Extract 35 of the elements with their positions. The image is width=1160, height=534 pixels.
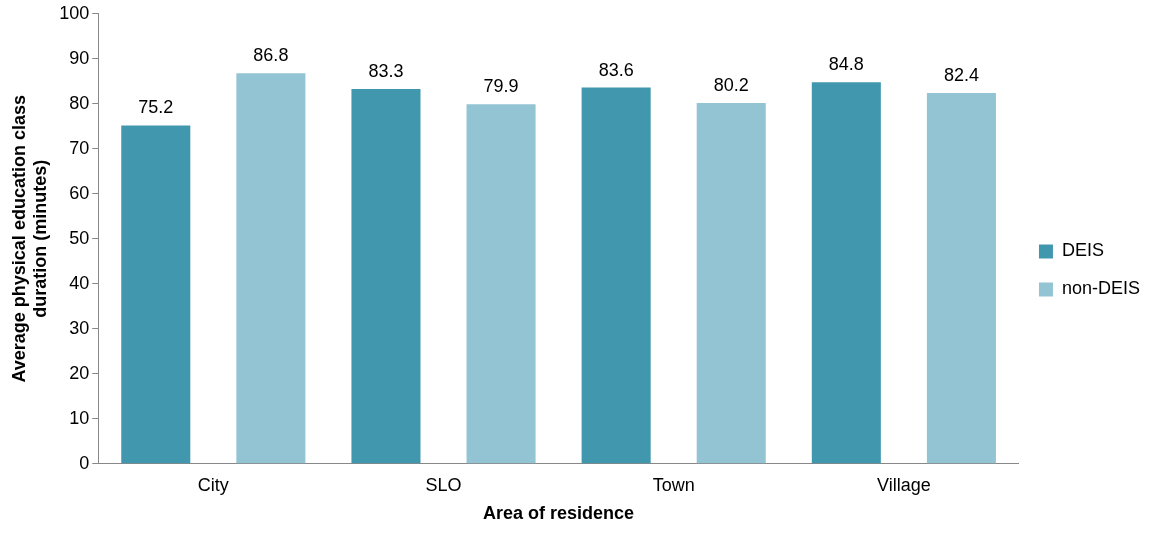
data-label: 83.3 — [368, 60, 404, 81]
data-label: 79.9 — [483, 76, 519, 97]
x-tick-label: Town — [652, 474, 695, 495]
y-tick-label: 30 — [69, 317, 90, 338]
data-label: 83.6 — [598, 59, 634, 80]
data-label: 86.8 — [253, 45, 289, 66]
bar — [466, 104, 536, 464]
y-tick-label: 100 — [59, 2, 90, 23]
bar — [926, 93, 996, 464]
legend-label: DEIS — [1061, 240, 1104, 261]
x-tick-label: SLO — [425, 474, 462, 495]
bar — [696, 102, 766, 464]
x-axis-title: Area of residence — [483, 503, 635, 524]
bar — [351, 88, 421, 464]
bar — [581, 87, 651, 464]
y-tick-label: 40 — [69, 272, 90, 293]
bar — [121, 125, 191, 464]
bar — [236, 73, 306, 464]
x-tick-label: Village — [877, 474, 931, 495]
x-tick-label: City — [197, 474, 229, 495]
y-tick-label: 10 — [69, 407, 90, 428]
data-label: 82.4 — [943, 64, 979, 85]
data-label: 80.2 — [713, 74, 749, 95]
data-label: 75.2 — [138, 97, 174, 118]
y-tick-label: 60 — [69, 182, 90, 203]
bar — [811, 82, 881, 464]
y-tick-label: 50 — [69, 227, 90, 248]
y-tick-label: 20 — [69, 362, 90, 383]
y-tick-label: 90 — [69, 47, 90, 68]
legend-label: non-DEIS — [1061, 278, 1141, 299]
y-axis-title: Average physical education class duration (minutes) — [8, 95, 51, 383]
y-tick-label: 0 — [79, 452, 90, 473]
y-tick-label: 80 — [69, 92, 90, 113]
data-label: 84.8 — [828, 54, 864, 75]
y-tick-label: 70 — [69, 137, 90, 158]
